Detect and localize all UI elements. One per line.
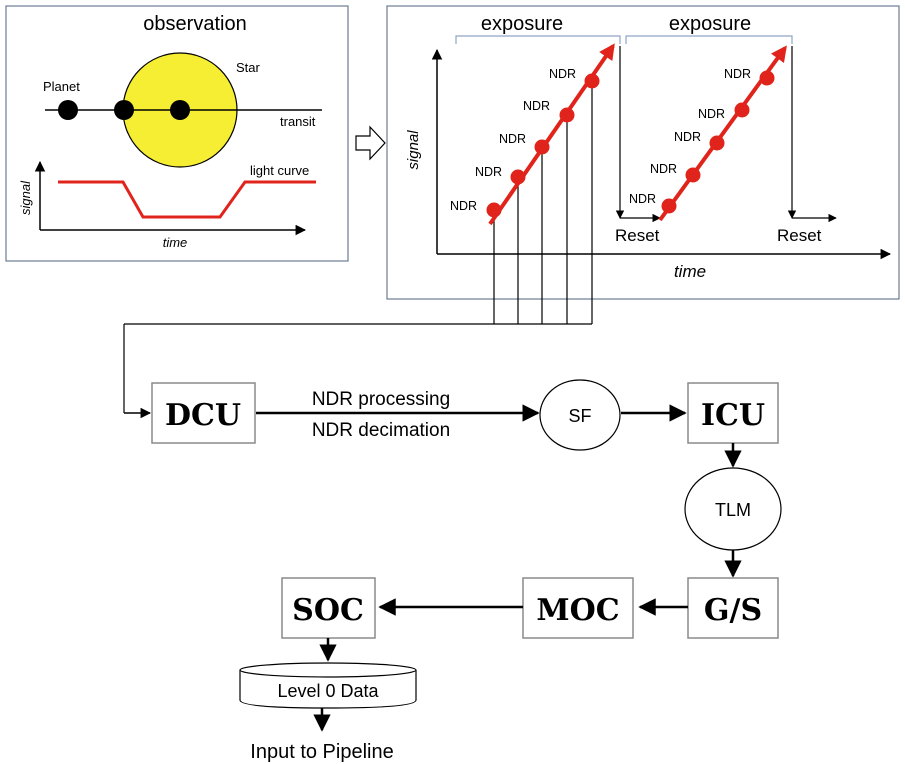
ndr-dot	[709, 135, 725, 151]
planet-dot-2	[114, 100, 134, 120]
ndr-label: NDR	[523, 99, 550, 113]
dcu-label: DCU	[165, 398, 241, 433]
ndr-dot	[584, 73, 600, 89]
reset-label-2: Reset	[777, 226, 822, 245]
gs-box	[687, 577, 779, 639]
ndr-label: NDR	[629, 192, 656, 206]
moc-box	[522, 577, 634, 639]
exp-y-label: signal	[405, 130, 422, 170]
output-label: Input to Pipeline	[250, 741, 393, 763]
sf-label: SF	[568, 406, 591, 426]
icu-label: ICU	[701, 398, 765, 433]
lc-x-label: time	[163, 235, 188, 250]
exposure-bracket-2	[625, 35, 793, 44]
level0-database-icon: Level 0 Data	[239, 662, 417, 709]
ndr-dot	[685, 167, 701, 183]
ndr-dot	[759, 70, 775, 86]
ndr-dot	[486, 202, 502, 218]
ndr-dot	[510, 169, 526, 185]
ndr-label: NDR	[698, 107, 725, 121]
soc-label: SOC	[292, 593, 364, 628]
light-curve-line	[58, 180, 316, 219]
ndr-label: NDR	[724, 67, 751, 81]
ndr-dot	[534, 139, 550, 155]
ndr-label: NDR	[475, 165, 502, 179]
exposure-label-2: exposure	[669, 13, 751, 35]
soc-box	[281, 577, 376, 639]
moc-label: MOC	[536, 593, 619, 628]
reset-label-1: Reset	[615, 226, 660, 245]
tlm-label: TLM	[715, 500, 751, 520]
exposure-bracket-1	[455, 35, 621, 44]
processing-pipeline: DCU NDR processing NDR decimation SF ICU…	[151, 379, 782, 763]
observation-panel: observation Planet Star transit light cu…	[5, 5, 349, 262]
transit-label: transit	[280, 114, 316, 129]
light-curve-label: light curve	[250, 163, 309, 178]
ndr-label: NDR	[450, 199, 477, 213]
processing-label: NDR processing	[312, 389, 450, 410]
ndr-dot	[734, 102, 750, 118]
observation-title: observation	[143, 13, 246, 35]
exposure-label-1: exposure	[481, 13, 563, 35]
decimation-label: NDR decimation	[312, 420, 450, 441]
ndr-label: NDR	[650, 162, 677, 176]
exp-x-label: time	[674, 262, 706, 281]
star-label: Star	[236, 60, 261, 75]
lc-y-label: signal	[18, 180, 33, 215]
ndr-dot	[559, 107, 575, 123]
ndr-label: NDR	[549, 67, 576, 81]
exposure-panel-border	[386, 5, 900, 300]
level0-label: Level 0 Data	[277, 681, 379, 701]
exposure-panel: exposure exposure signal time NDR NDR ND…	[123, 5, 900, 419]
dcu-box	[151, 382, 256, 444]
ndr-label: NDR	[499, 132, 526, 146]
sf-node	[539, 379, 621, 451]
planet-dot-3	[170, 100, 190, 120]
planet-label: Planet	[43, 79, 80, 94]
hollow-arrow-icon	[355, 125, 386, 161]
ndr-dot	[661, 198, 677, 214]
planet-dot-1	[58, 100, 78, 120]
readout-lines	[123, 82, 593, 419]
icu-box	[687, 382, 779, 444]
ndr-label: NDR	[674, 130, 701, 144]
gs-label: G/S	[704, 593, 762, 628]
